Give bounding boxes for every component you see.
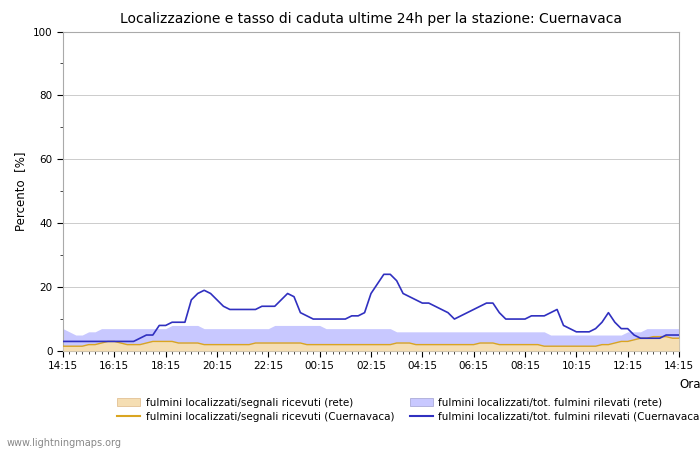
Legend: fulmini localizzati/segnali ricevuti (rete), fulmini localizzati/segnali ricevut: fulmini localizzati/segnali ricevuti (re… [118,398,700,422]
Text: www.lightningmaps.org: www.lightningmaps.org [7,438,122,448]
Title: Localizzazione e tasso di caduta ultime 24h per la stazione: Cuernavaca: Localizzazione e tasso di caduta ultime … [120,12,622,26]
Y-axis label: Percento  [%]: Percento [%] [15,152,27,231]
Text: Orario: Orario [679,378,700,391]
